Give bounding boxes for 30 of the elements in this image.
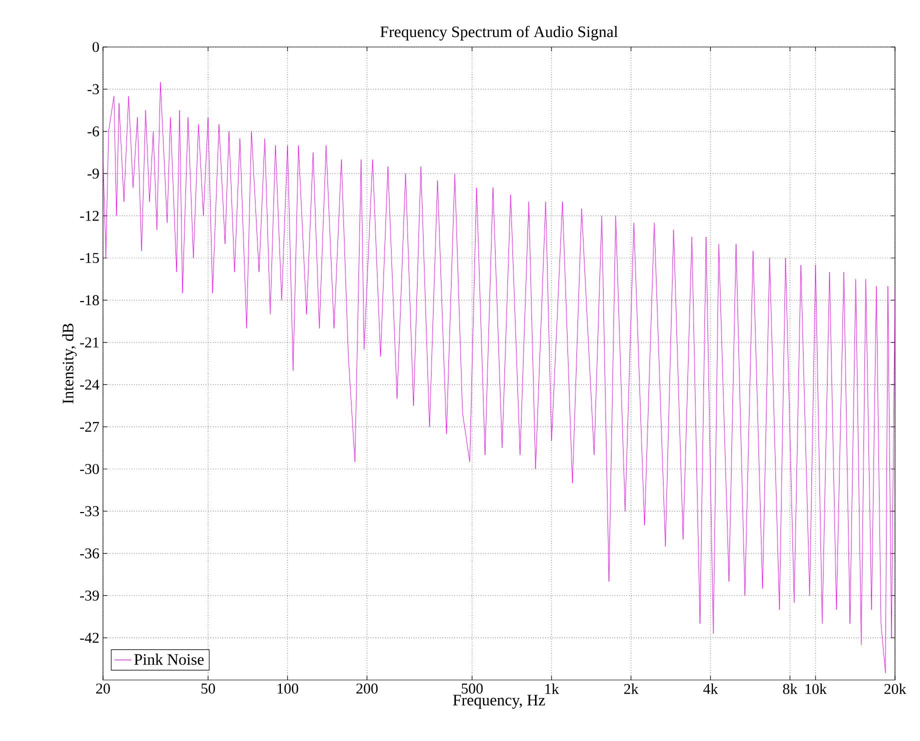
x-axis-title: Frequency, Hz	[453, 694, 545, 709]
x-tick-label: 10k	[806, 684, 827, 694]
y-tick-label: -21	[80, 337, 99, 348]
x-tick-label: 500	[462, 684, 483, 694]
y-tick-label: -24	[80, 380, 100, 390]
y-tick-label: -9	[88, 168, 99, 179]
y-axis-title: Intensity, dB	[62, 324, 77, 404]
legend-label: Pink Noise	[134, 654, 204, 665]
y-tick-label: -12	[80, 210, 99, 221]
x-tick-label: 8k	[783, 684, 798, 694]
y-tick-label: -33	[80, 506, 99, 516]
y-tick-label: -30	[80, 464, 99, 474]
x-tick-label: 20	[96, 684, 110, 694]
x-tick-label: 200	[356, 684, 378, 694]
y-tick-label: -36	[80, 548, 100, 558]
y-tick-label: -42	[80, 632, 99, 643]
x-tick-label: 2k	[624, 684, 638, 694]
x-tick-label: 4k	[703, 684, 718, 694]
y-tick-label: 0	[92, 42, 99, 52]
y-tick-label: -15	[80, 252, 99, 263]
y-tick-label: -3	[88, 84, 99, 94]
x-tick-label: 50	[201, 684, 215, 694]
y-tick-label: -6	[88, 126, 100, 136]
x-tick-label: 100	[278, 684, 298, 694]
x-tick-label: 20k	[884, 684, 906, 694]
x-tick-label: 1k	[545, 684, 560, 694]
y-tick-label: -39	[80, 590, 99, 601]
chart-title: Frequency Spectrum of Audio Signal	[380, 26, 618, 40]
y-tick-label: -27	[80, 422, 100, 432]
y-tick-label: -18	[80, 295, 99, 306]
